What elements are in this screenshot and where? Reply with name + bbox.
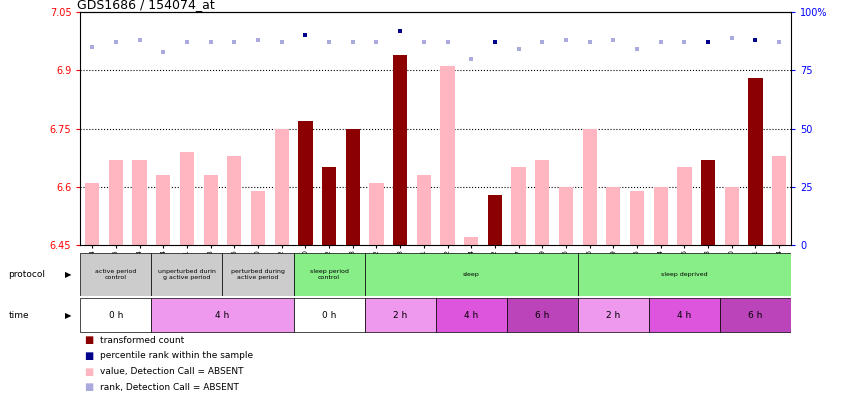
Bar	[346, 129, 360, 245]
Bar	[725, 187, 739, 245]
Bar	[749, 78, 762, 245]
Bar	[204, 175, 217, 245]
Bar	[583, 129, 596, 245]
Text: perturbed during
active period: perturbed during active period	[231, 269, 285, 279]
Bar	[649, 298, 720, 332]
Bar	[441, 66, 454, 245]
Bar	[133, 160, 146, 245]
Bar	[85, 183, 99, 245]
Bar	[294, 298, 365, 332]
Bar	[228, 156, 241, 245]
Bar	[299, 121, 312, 245]
Bar	[365, 253, 578, 296]
Text: protocol: protocol	[8, 270, 46, 279]
Text: 6 h: 6 h	[536, 311, 549, 320]
Text: ■: ■	[85, 351, 94, 361]
Bar	[294, 253, 365, 296]
Text: percentile rank within the sample: percentile rank within the sample	[100, 352, 253, 360]
Bar	[630, 191, 644, 245]
Text: ■: ■	[85, 382, 94, 392]
Text: transformed count: transformed count	[100, 336, 184, 345]
Text: 4 h: 4 h	[678, 311, 691, 320]
Bar	[488, 194, 502, 245]
Bar	[109, 160, 123, 245]
Text: value, Detection Call = ABSENT: value, Detection Call = ABSENT	[100, 367, 244, 376]
Bar	[720, 298, 791, 332]
Bar	[80, 253, 151, 296]
Bar	[512, 167, 525, 245]
Bar	[80, 298, 151, 332]
Text: unperturbed durin
g active period: unperturbed durin g active period	[158, 269, 216, 279]
Text: 2 h: 2 h	[393, 311, 407, 320]
Text: sleep deprived: sleep deprived	[661, 272, 708, 277]
Text: sleep: sleep	[463, 272, 480, 277]
Bar	[654, 187, 667, 245]
Bar	[370, 183, 383, 245]
Bar	[536, 160, 549, 245]
Text: GDS1686 / 154074_at: GDS1686 / 154074_at	[77, 0, 215, 11]
Bar	[464, 237, 478, 245]
Text: rank, Detection Call = ABSENT: rank, Detection Call = ABSENT	[100, 383, 239, 392]
Text: 0 h: 0 h	[322, 311, 336, 320]
Bar	[157, 175, 170, 245]
Text: 2 h: 2 h	[607, 311, 620, 320]
Text: ■: ■	[85, 335, 94, 345]
Bar	[417, 175, 431, 245]
Bar	[772, 156, 786, 245]
Text: ▶: ▶	[65, 270, 72, 279]
Bar	[436, 298, 507, 332]
Bar	[275, 129, 288, 245]
Bar	[507, 298, 578, 332]
Text: sleep period
control: sleep period control	[310, 269, 349, 279]
Text: 6 h: 6 h	[749, 311, 762, 320]
Text: 4 h: 4 h	[216, 311, 229, 320]
Bar	[151, 298, 294, 332]
Text: active period
control: active period control	[96, 269, 136, 279]
Text: ▶: ▶	[65, 311, 72, 320]
Text: ■: ■	[85, 367, 94, 377]
Bar	[607, 187, 620, 245]
Bar	[180, 152, 194, 245]
Text: time: time	[8, 311, 29, 320]
Bar	[222, 253, 294, 296]
Bar	[251, 191, 265, 245]
Text: 0 h: 0 h	[109, 311, 123, 320]
Bar	[393, 55, 407, 245]
Bar	[701, 160, 715, 245]
Bar	[322, 167, 336, 245]
Bar	[578, 253, 791, 296]
Bar	[559, 187, 573, 245]
Bar	[578, 298, 649, 332]
Bar	[365, 298, 436, 332]
Text: 4 h: 4 h	[464, 311, 478, 320]
Bar	[151, 253, 222, 296]
Bar	[678, 167, 691, 245]
